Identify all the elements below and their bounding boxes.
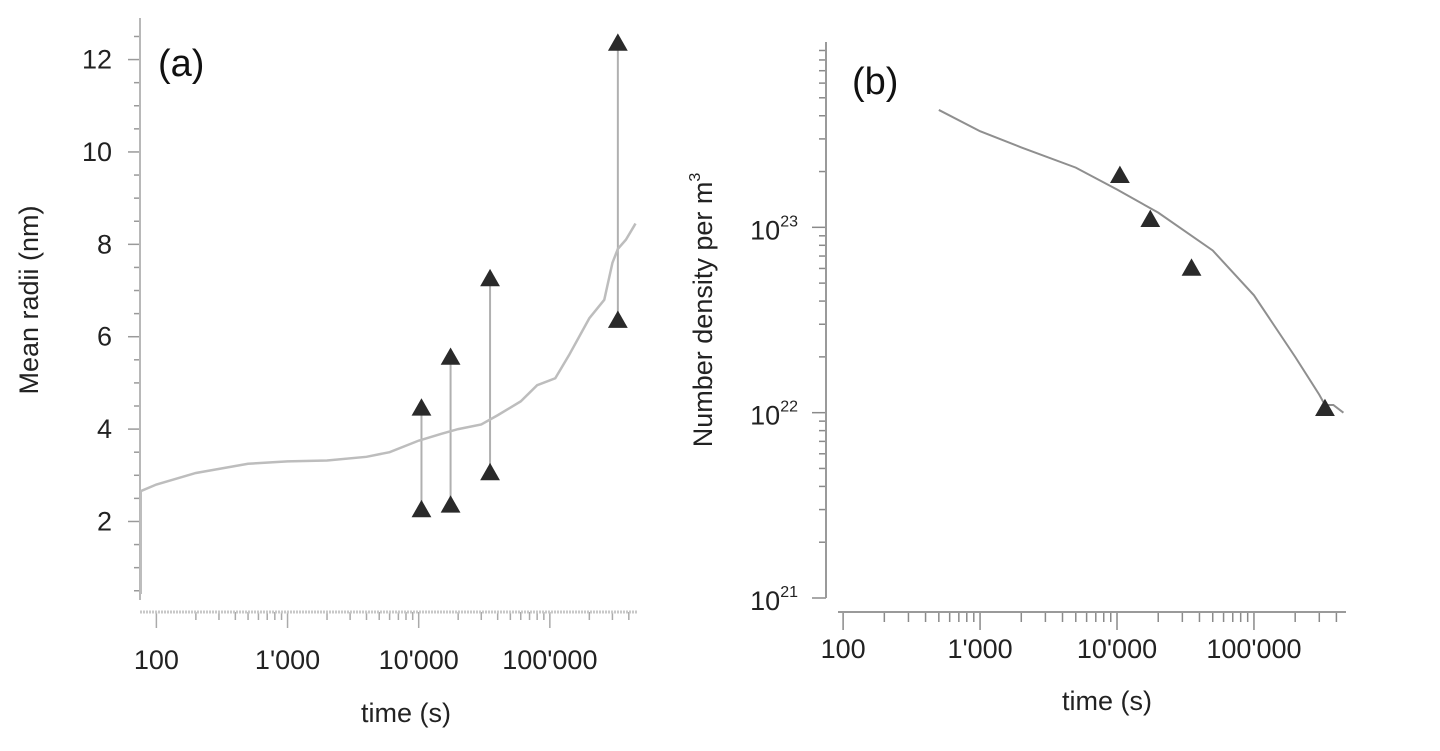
- panel-b-y-tick-label: 1022: [750, 399, 798, 431]
- panel-b-x-tick-label: 10'000: [1077, 634, 1157, 664]
- panel-b-y-tick-label: 1021: [750, 584, 798, 616]
- panel-a-data-point: [607, 33, 628, 51]
- panel-a-x-tick-label: 100: [134, 645, 179, 675]
- panel-b-y-axis-title-superscript: 3: [687, 173, 704, 182]
- panel-b-series: [938, 109, 1345, 417]
- panel-b-x-axis-title: time (s): [1062, 686, 1152, 716]
- panel-a-data-point: [411, 398, 432, 416]
- panel-a-data-point: [480, 268, 500, 287]
- panel-a-y-axis-title: Mean radii (nm): [14, 205, 44, 394]
- panel-b-data-point: [1110, 165, 1130, 183]
- panel-b-x-tick-label: 100'000: [1206, 634, 1301, 664]
- panel-a-data-point: [480, 462, 500, 481]
- panel-b-data-point: [1315, 398, 1335, 417]
- panel-a-y-tick-label: 12: [82, 45, 112, 75]
- panel-b-y-tick-base: 10: [750, 215, 780, 245]
- panel-b-axes: [825, 42, 1346, 613]
- panel-b-y-tick-exponent: 23: [780, 213, 798, 230]
- panel-b-label: (b): [852, 61, 898, 103]
- panel-b-x-tick-label: 1'000: [947, 634, 1012, 664]
- panel-b-data-point: [1140, 209, 1161, 227]
- panel-a-y-tick-label: 6: [97, 322, 112, 352]
- panel-b-y-tick-label: 1023: [750, 213, 798, 245]
- panel-a-x-tick-label: 100'000: [502, 645, 597, 675]
- panel-a-label: (a): [158, 43, 204, 85]
- panel-a-x-tick-label: 10'000: [379, 645, 459, 675]
- panel-a-x-axis-title: time (s): [361, 698, 451, 728]
- panel-a-data-point: [440, 495, 461, 513]
- panel-a-data-point: [411, 499, 432, 518]
- panel-b-ticks: [812, 49, 1338, 630]
- panel-b-y-axis-title: Number density per m3: [687, 173, 718, 448]
- panel-a-ticks: [128, 35, 630, 628]
- panel-b-data-point: [1181, 258, 1202, 276]
- panel-a-x-tick-label: 1'000: [255, 645, 320, 675]
- panel-a-tick-labels: 2 4 6 8 10 12 100 1'000 10'000 100'000: [82, 45, 598, 675]
- panel-a-model-line: [139, 222, 637, 493]
- panel-a-y-tick-label: 10: [82, 137, 112, 167]
- panel-b-y-tick-exponent: 22: [780, 399, 798, 416]
- panel-b-model-line: [938, 109, 1345, 414]
- panel-a-y-tick-label: 2: [97, 506, 112, 536]
- panel-a-data-point: [607, 310, 628, 328]
- panel-b-x-tick-label: 100: [821, 634, 866, 664]
- panel-b-y-axis-title-group: Number density per m3: [687, 173, 718, 448]
- panel-b-y-tick-base: 10: [750, 586, 780, 616]
- panel-b-y-tick-exponent: 21: [780, 584, 798, 601]
- panel-a-y-tick-label: 4: [97, 414, 112, 444]
- panel-a-data-point: [440, 347, 461, 365]
- panel-b-y-axis-title-text: Number density per m: [688, 182, 718, 448]
- panel-b-y-tick-base: 10: [750, 401, 780, 431]
- panel-a-mean-radii-chart: (a) 2 4 6 8 10 12 100 1'000 10'000 100'000 time (…: [14, 18, 638, 728]
- panel-a-axes: [139, 18, 638, 614]
- panel-a-y-tick-label: 8: [97, 229, 112, 259]
- panel-a-series: [139, 33, 637, 594]
